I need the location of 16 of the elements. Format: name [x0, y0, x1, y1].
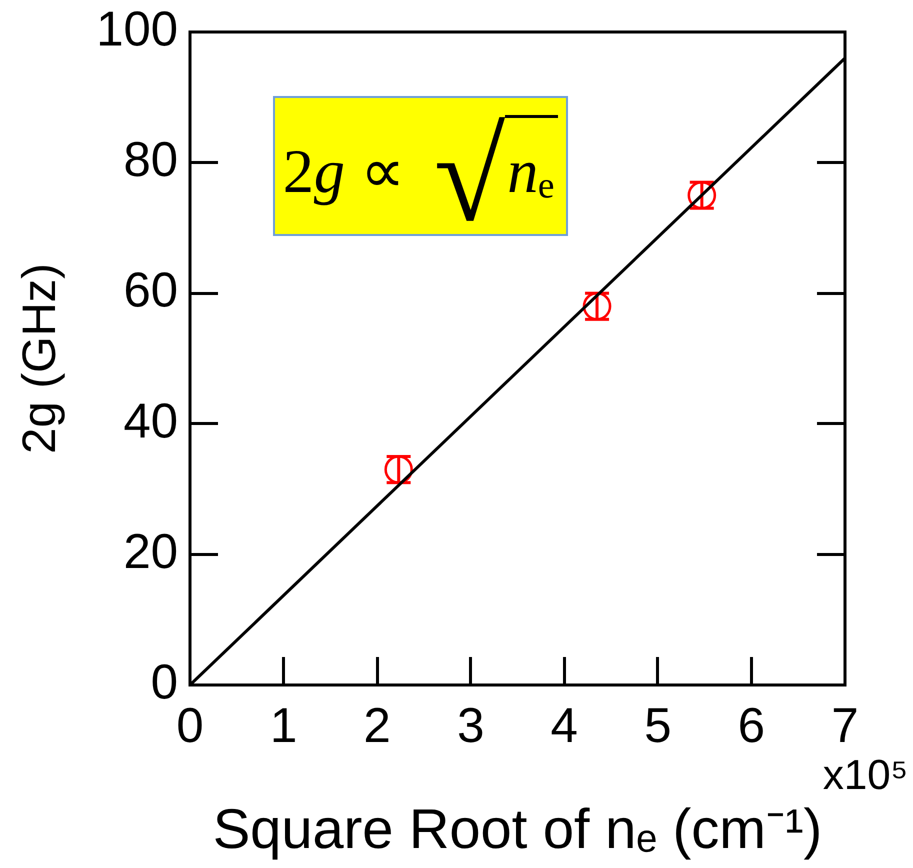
x-tick-label: 1 [270, 698, 298, 753]
text: x10⁵ [822, 751, 908, 798]
y-tick-label: 40 [123, 394, 178, 448]
x-axis-title: Square Root of nₑ (cm⁻¹) [212, 796, 822, 860]
x-tick-label: 6 [738, 698, 766, 753]
x-tick-label: 7 [831, 698, 859, 753]
x-tick-label: 5 [644, 698, 672, 753]
x-tick-label: 2 [364, 698, 391, 753]
x-tick-label: 4 [550, 698, 578, 753]
y-tick-label: 100 [96, 2, 178, 57]
y-tick-label: 20 [123, 524, 178, 579]
y-tick-label: 60 [123, 264, 178, 318]
y-tick-label: 0 [150, 656, 178, 710]
x-tick-label: 3 [457, 698, 484, 753]
y-axis-title: 2g (GHz) [12, 263, 66, 454]
y-tick-label: 80 [123, 133, 178, 188]
